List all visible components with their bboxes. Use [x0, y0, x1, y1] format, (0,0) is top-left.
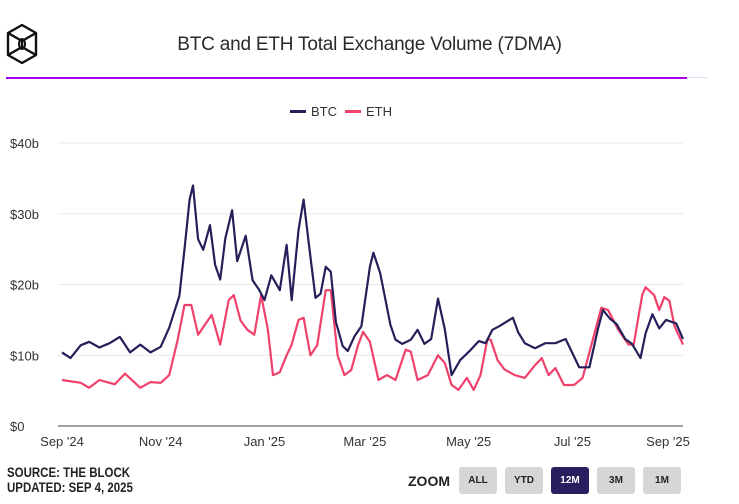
zoom-3m-button[interactable]: 3M: [597, 467, 635, 494]
title-divider-tail: [687, 77, 707, 78]
series-line-btc: [61, 184, 685, 377]
source-text: SOURCE: THE BLOCK: [7, 465, 131, 480]
chart-title: BTC and ETH Total Exchange Volume (7DMA): [177, 34, 562, 55]
zoom-ytd-button[interactable]: YTD: [505, 467, 543, 494]
y-tick-label: $40b: [10, 136, 39, 151]
y-tick-label: $10b: [10, 348, 39, 363]
legend-item-btc[interactable]: BTC: [290, 104, 337, 119]
btc-swatch: [290, 110, 306, 113]
legend: BTC ETH: [290, 104, 400, 119]
x-tick-label: May '25: [446, 434, 491, 449]
y-tick-label: $20b: [10, 278, 39, 293]
y-tick-label: $0: [10, 419, 24, 434]
x-tick-label: Sep '24: [40, 434, 84, 449]
zoom-all-button[interactable]: ALL: [459, 467, 497, 494]
legend-label-btc: BTC: [311, 104, 337, 119]
the-block-logo-icon: [6, 23, 38, 65]
y-tick-label: $30b: [10, 207, 39, 222]
x-tick-label: Jan '25: [244, 434, 286, 449]
title-divider: [6, 77, 687, 79]
x-tick-label: Sep '25: [646, 434, 690, 449]
series-line-eth: [61, 286, 684, 391]
legend-item-eth[interactable]: ETH: [345, 104, 392, 119]
legend-label-eth: ETH: [366, 104, 392, 119]
eth-swatch: [345, 110, 361, 113]
zoom-1m-button[interactable]: 1M: [643, 467, 681, 494]
zoom-12m-button[interactable]: 12M: [551, 467, 589, 494]
footer-info: SOURCE: THE BLOCK UPDATED: SEP 4, 2025: [7, 465, 133, 495]
zoom-label: ZOOM: [408, 473, 450, 489]
x-tick-label: Mar '25: [343, 434, 386, 449]
updated-text: UPDATED: SEP 4, 2025: [7, 480, 133, 495]
x-tick-label: Nov '24: [139, 434, 183, 449]
x-tick-label: Jul '25: [554, 434, 591, 449]
